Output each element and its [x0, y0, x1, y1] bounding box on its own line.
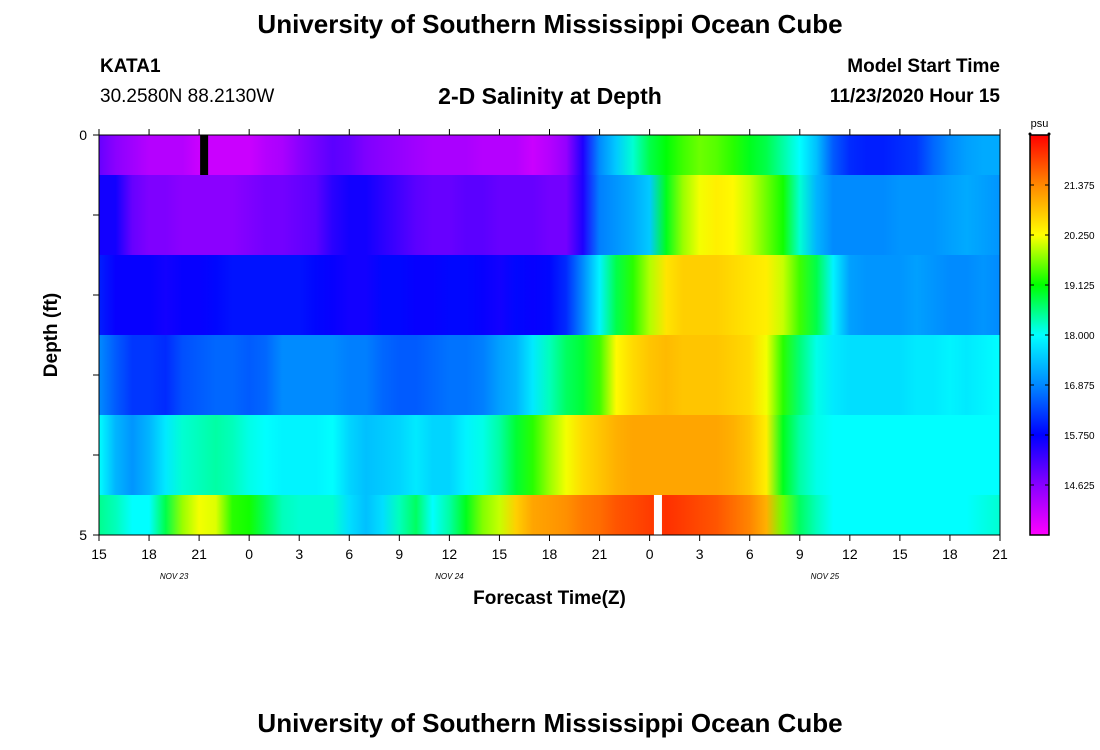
date-label: NOV 25 [811, 572, 840, 581]
colorbar-corner [1028, 132, 1032, 136]
x-tick-label: 21 [992, 546, 1008, 562]
x-tick-label: 18 [141, 546, 157, 562]
model-start-label: Model Start Time [847, 56, 1000, 77]
x-tick-label: 12 [842, 546, 858, 562]
x-tick-label: 0 [646, 546, 654, 562]
date-label: NOV 24 [435, 572, 464, 581]
salinity-layer [99, 135, 1000, 175]
colorbar-corner [1047, 132, 1051, 136]
salinity-layer [99, 335, 1000, 415]
salinity-layer [99, 495, 1000, 535]
time-marker [653, 495, 662, 535]
x-axis-label: Forecast Time(Z) [473, 588, 626, 609]
heatmap-markers [200, 135, 662, 535]
x-tick-label: 0 [245, 546, 253, 562]
x-tick-label: 21 [191, 546, 207, 562]
station-coordinates: 30.2580N 88.2130W [100, 86, 275, 107]
colorbar-unit: psu [1031, 118, 1049, 130]
x-axis: 15 18 21 0 3 6 9 12 15 18 21 0 3 6 9 12 15 18 21 NOV 23 NOV … [91, 129, 1008, 609]
x-tick-label: 15 [892, 546, 908, 562]
y-axis: 0 5 Depth (ft) [41, 127, 99, 543]
colorbar: psu 21.375 20.250 19.125 18.000 16.875 15.750 1… [1028, 118, 1095, 536]
station-id: KATA1 [100, 56, 161, 77]
x-tick-label: 15 [492, 546, 508, 562]
x-tick-label: 18 [942, 546, 958, 562]
y-axis-label: Depth (ft) [41, 293, 62, 377]
y-tick-label: 5 [79, 527, 87, 543]
x-tick-label: 15 [91, 546, 107, 562]
colorbar-label: 20.250 [1064, 231, 1095, 242]
model-start-value: 11/23/2020 Hour 15 [829, 86, 1000, 107]
page-title: University of Southern Mississippi Ocean… [257, 9, 843, 39]
footer-title: University of Southern Mississippi Ocean… [257, 708, 843, 738]
colorbar-label: 18.000 [1064, 331, 1095, 342]
x-tick-label: 21 [592, 546, 608, 562]
colorbar-label: 16.875 [1064, 381, 1095, 392]
x-tick-label: 3 [696, 546, 704, 562]
y-tick-label: 0 [79, 127, 87, 143]
x-tick-label: 9 [395, 546, 403, 562]
salinity-layer [99, 255, 1000, 335]
date-label: NOV 23 [160, 572, 189, 581]
salinity-layer [99, 175, 1000, 255]
chart-subtitle: 2-D Salinity at Depth [438, 83, 662, 109]
x-tick-label: 3 [295, 546, 303, 562]
x-tick-label: 9 [796, 546, 804, 562]
colorbar-label: 15.750 [1064, 431, 1095, 442]
x-tick-label: 6 [345, 546, 353, 562]
x-tick-label: 18 [542, 546, 558, 562]
x-tick-label: 6 [746, 546, 754, 562]
colorbar-label: 14.625 [1064, 481, 1095, 492]
x-tick-label: 12 [442, 546, 458, 562]
heatmap-layers [99, 135, 1000, 535]
colorbar-label: 19.125 [1064, 281, 1095, 292]
colorbar-label: 21.375 [1064, 181, 1095, 192]
salinity-layer [99, 415, 1000, 495]
time-marker [200, 135, 209, 175]
